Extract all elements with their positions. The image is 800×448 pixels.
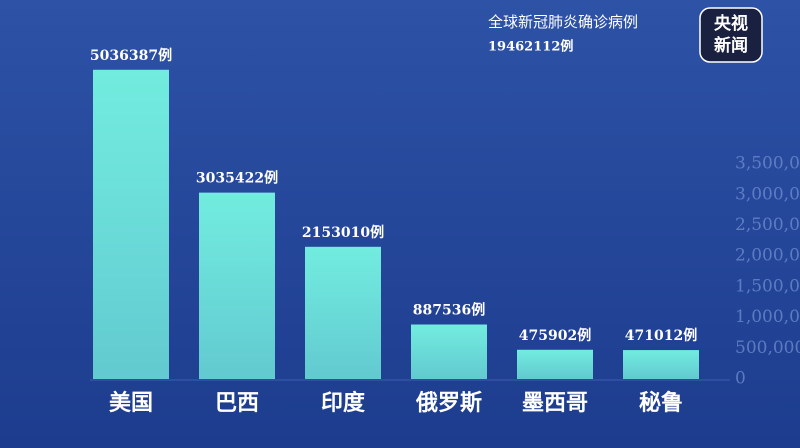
value-label: 5036387例: [90, 47, 172, 64]
x-tick-label: 俄罗斯: [415, 390, 482, 416]
bar: [93, 69, 169, 379]
x-tick-label: 秘鲁: [639, 390, 683, 416]
bar: [623, 350, 699, 379]
y-tick-label: 0: [735, 369, 746, 389]
chart-title: 全球新冠肺炎确诊病例: [488, 13, 638, 31]
bar: [411, 324, 487, 379]
y-tick-label: 3,500,000: [735, 154, 800, 174]
x-tick-label: 印度: [321, 390, 366, 416]
logo-text: 央视: [714, 13, 748, 34]
value-label: 471012例: [625, 327, 697, 344]
x-tick-label: 墨西哥: [522, 390, 588, 416]
y-tick-label: 3,000,000: [735, 184, 800, 204]
y-tick-label: 500,000: [735, 338, 800, 358]
value-label: 2153010例: [302, 224, 384, 241]
logo-box: [699, 7, 763, 63]
bar: [517, 349, 593, 379]
value-label: 3035422例: [196, 170, 278, 187]
x-tick-label: 美国: [109, 390, 153, 416]
y-tick-label: 2,500,000: [735, 215, 800, 235]
logo-text: 新闻: [714, 35, 748, 56]
chart-subtitle: 19462112例: [488, 39, 573, 55]
y-tick-label: 1,000,000: [735, 307, 800, 327]
x-tick-label: 巴西: [215, 390, 259, 416]
value-label: 887536例: [413, 302, 485, 319]
y-tick-label: 2,000,000: [735, 246, 800, 266]
bar: [305, 246, 381, 379]
value-label: 475902例: [519, 327, 591, 344]
bar: [199, 192, 275, 379]
y-tick-label: 1,500,000: [735, 276, 800, 296]
